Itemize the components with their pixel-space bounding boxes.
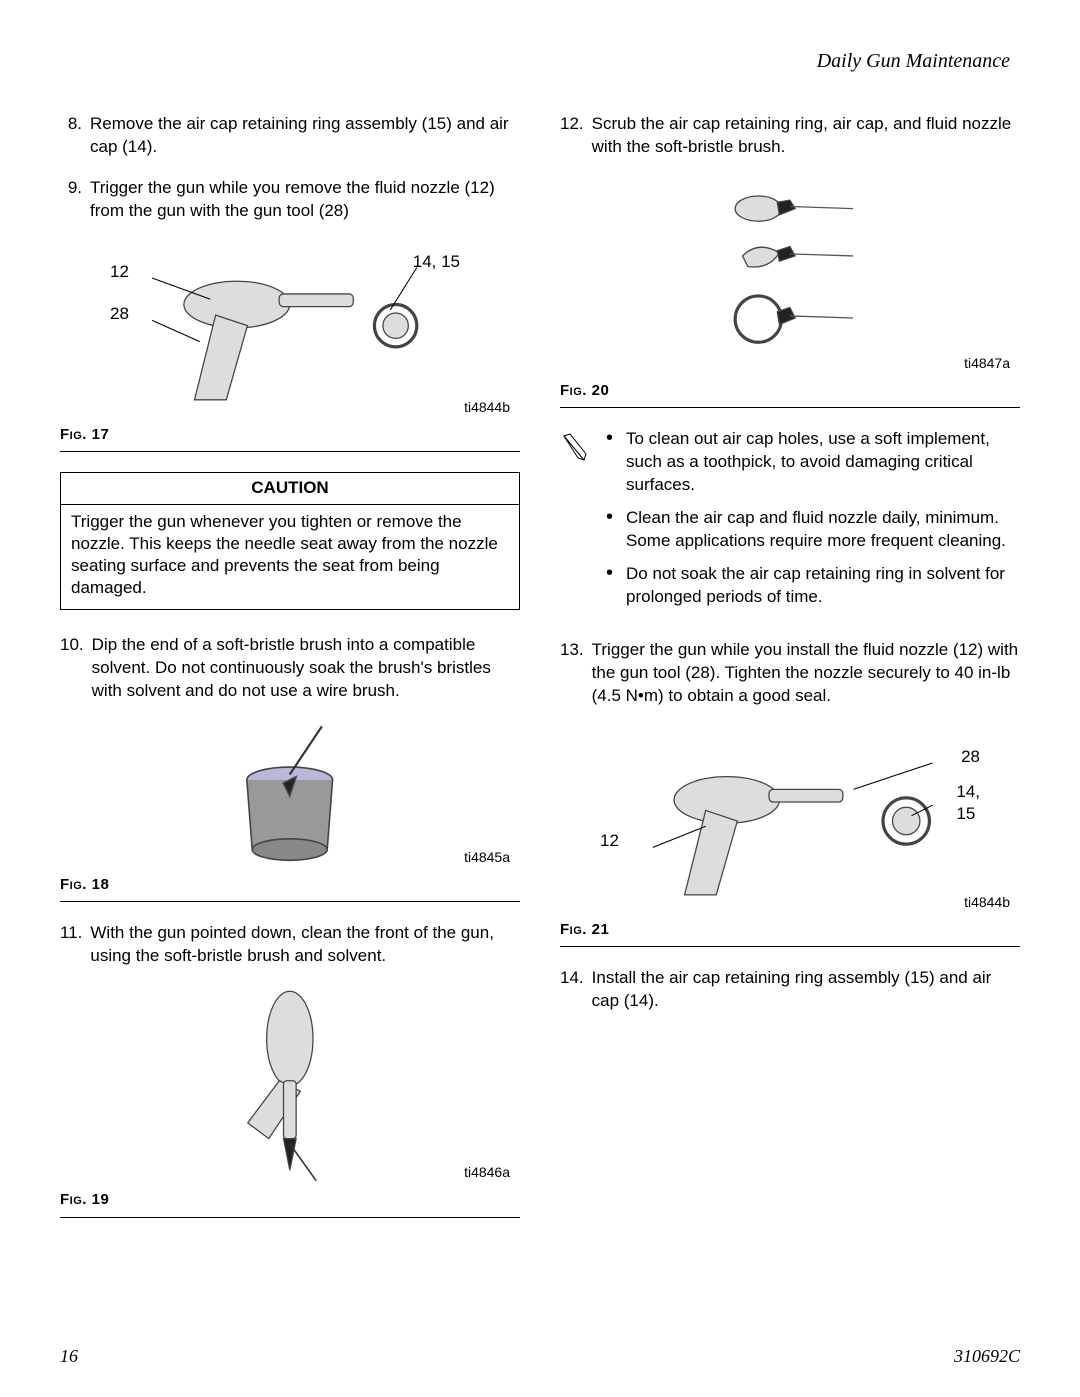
figure-18-image: ti4845a bbox=[60, 721, 520, 871]
parts-brush-icon bbox=[632, 177, 948, 377]
step-13: 13. Trigger the gun while you install th… bbox=[560, 639, 1020, 708]
tip-item: To clean out air cap holes, use a soft i… bbox=[598, 428, 1020, 497]
step-number: 8. bbox=[60, 113, 90, 159]
figure-17-caption: Fig. 17 bbox=[60, 421, 520, 451]
figure-code: ti4845a bbox=[464, 848, 510, 867]
step-text: Remove the air cap retaining ring assemb… bbox=[90, 113, 520, 159]
step-text: With the gun pointed down, clean the fro… bbox=[90, 922, 520, 968]
step-8: 8. Remove the air cap retaining ring ass… bbox=[60, 113, 520, 159]
header-title: Daily Gun Maintenance bbox=[817, 50, 1010, 72]
figure-21-caption: Fig. 21 bbox=[560, 916, 1020, 946]
callout-12: 12 bbox=[110, 261, 129, 284]
step-number: 9. bbox=[60, 177, 90, 223]
step-number: 11. bbox=[60, 922, 90, 968]
tips-list: To clean out air cap holes, use a soft i… bbox=[598, 428, 1020, 619]
step-text: Scrub the air cap retaining ring, air ca… bbox=[592, 113, 1020, 159]
page-footer: 16 310692C bbox=[60, 1346, 1020, 1367]
page-header: Daily Gun Maintenance bbox=[60, 50, 1020, 73]
step-12: 12. Scrub the air cap retaining ring, ai… bbox=[560, 113, 1020, 159]
figure-21: 12 28 14, 15 ti4844b Fig. 21 bbox=[560, 726, 1020, 947]
figure-rule bbox=[60, 1217, 520, 1218]
figure-17-image: 12 28 14, 15 ti4844b bbox=[60, 241, 520, 421]
tip-item: Clean the air cap and fluid nozzle daily… bbox=[598, 507, 1020, 553]
figure-label: Fig. 17 bbox=[60, 426, 109, 443]
callout-14-15: 14, 15 bbox=[413, 251, 460, 274]
figure-19-image: ti4846a bbox=[60, 986, 520, 1186]
figure-20: ti4847a Fig. 20 bbox=[560, 177, 1020, 408]
pencil-icon bbox=[560, 428, 590, 619]
step-number: 13. bbox=[560, 639, 592, 708]
spray-gun-icon bbox=[579, 726, 1001, 916]
doc-number: 310692C bbox=[954, 1346, 1020, 1367]
callout-14-15: 14, 15 bbox=[956, 781, 980, 827]
figure-19-caption: Fig. 19 bbox=[60, 1186, 520, 1216]
figure-19: ti4846a Fig. 19 bbox=[60, 986, 520, 1217]
figure-rule bbox=[60, 451, 520, 452]
step-10: 10. Dip the end of a soft-bristle brush … bbox=[60, 634, 520, 703]
step-text: Trigger the gun while you remove the flu… bbox=[90, 177, 520, 223]
figure-18-caption: Fig. 18 bbox=[60, 871, 520, 901]
brush-cup-icon bbox=[129, 721, 450, 871]
content-columns: 8. Remove the air cap retaining ring ass… bbox=[60, 113, 1020, 1238]
figure-rule bbox=[60, 901, 520, 902]
step-number: 12. bbox=[560, 113, 592, 159]
figure-code: ti4846a bbox=[464, 1163, 510, 1182]
figure-17: 12 28 14, 15 ti4844b Fig. 17 bbox=[60, 241, 520, 452]
figure-code: ti4844b bbox=[464, 398, 510, 417]
figure-label: Fig. 18 bbox=[60, 876, 109, 893]
step-9: 9. Trigger the gun while you remove the … bbox=[60, 177, 520, 223]
figure-label: Fig. 20 bbox=[560, 382, 609, 399]
callout-12: 12 bbox=[600, 830, 619, 853]
step-number: 14. bbox=[560, 967, 592, 1013]
step-11: 11. With the gun pointed down, clean the… bbox=[60, 922, 520, 968]
gun-down-icon bbox=[153, 986, 427, 1186]
figure-rule bbox=[560, 946, 1020, 947]
caution-box: CAUTION Trigger the gun whenever you tig… bbox=[60, 472, 520, 610]
step-text: Dip the end of a soft-bristle brush into… bbox=[92, 634, 520, 703]
caution-body: Trigger the gun whenever you tighten or … bbox=[61, 505, 519, 609]
figure-label: Fig. 19 bbox=[60, 1191, 109, 1208]
figure-label: Fig. 21 bbox=[560, 921, 609, 938]
right-column: 12. Scrub the air cap retaining ring, ai… bbox=[560, 113, 1020, 1238]
left-column: 8. Remove the air cap retaining ring ass… bbox=[60, 113, 520, 1238]
callout-28: 28 bbox=[961, 746, 980, 769]
figure-code: ti4844b bbox=[964, 893, 1010, 912]
step-text: Trigger the gun while you install the fl… bbox=[592, 639, 1020, 708]
step-text: Install the air cap retaining ring assem… bbox=[592, 967, 1020, 1013]
tips-block: To clean out air cap holes, use a soft i… bbox=[560, 428, 1020, 619]
figure-21-image: 12 28 14, 15 ti4844b bbox=[560, 726, 1020, 916]
page-number: 16 bbox=[60, 1346, 78, 1367]
figure-20-image: ti4847a bbox=[560, 177, 1020, 377]
callout-28: 28 bbox=[110, 303, 129, 326]
figure-rule bbox=[560, 407, 1020, 408]
tip-item: Do not soak the air cap retaining ring i… bbox=[598, 563, 1020, 609]
caution-heading: CAUTION bbox=[61, 473, 519, 505]
step-number: 10. bbox=[60, 634, 92, 703]
figure-18: ti4845a Fig. 18 bbox=[60, 721, 520, 902]
figure-code: ti4847a bbox=[964, 354, 1010, 373]
step-14: 14. Install the air cap retaining ring a… bbox=[560, 967, 1020, 1013]
figure-20-caption: Fig. 20 bbox=[560, 377, 1020, 407]
